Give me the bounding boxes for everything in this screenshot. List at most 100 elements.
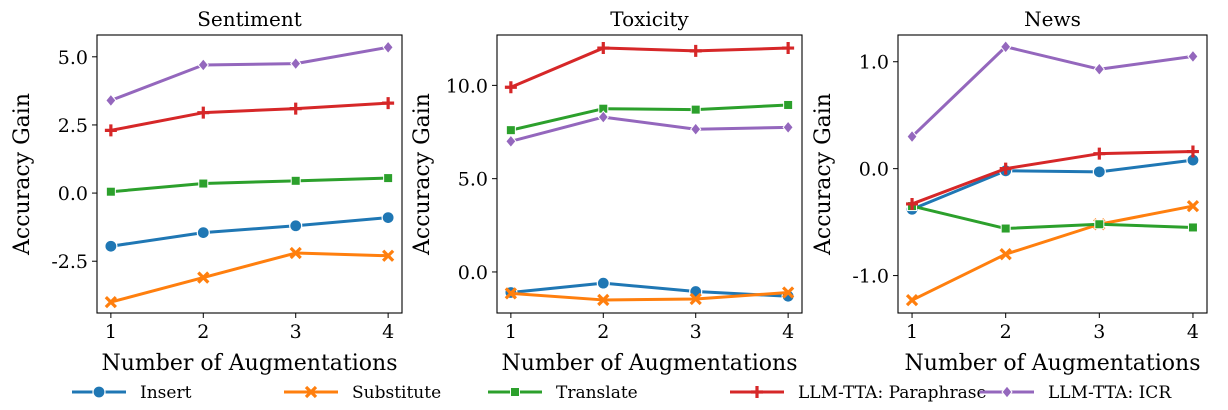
data-point: [597, 42, 610, 55]
panel-toxicity: Toxicity 1 2 3 4 0.0 5.0 10.0 Number of Augmenta…: [410, 7, 803, 376]
data-point: [105, 186, 116, 197]
y-tick-label: 0.0: [458, 262, 488, 284]
data-point: [1000, 223, 1011, 234]
x-tick-label: 4: [382, 321, 394, 343]
legend-marker: [1001, 385, 1013, 399]
data-point: [596, 276, 610, 290]
data-point: [105, 93, 117, 108]
legend-label: Substitute: [352, 383, 441, 403]
series-llm-tta-icr: [505, 110, 794, 149]
data-point: [999, 248, 1012, 261]
y-tick-label: -1.0: [852, 266, 889, 288]
series-line: [110, 176, 389, 194]
data-point: [782, 286, 795, 299]
x-tick-label: 3: [690, 321, 702, 343]
legend-label: LLM-TTA: Paraphrase: [798, 383, 987, 403]
data-point: [504, 81, 517, 94]
series-line: [110, 101, 389, 132]
series-insert: [104, 211, 395, 253]
legend-marker: [92, 385, 106, 399]
panel-news: News 1 2 3 4 -1.0 0.0 1.0 Number of Augmentation…: [811, 7, 1208, 376]
data-point: [1187, 49, 1199, 64]
x-tick-label: 4: [782, 321, 794, 343]
y-tick-label: 5.0: [58, 47, 88, 69]
series-line: [911, 204, 1194, 231]
data-point: [196, 225, 210, 240]
data-point: [289, 219, 303, 233]
y-tick-label: 2.5: [58, 115, 88, 137]
data-point: [197, 106, 210, 119]
series-line: [510, 103, 789, 132]
legend-label: LLM-TTA: ICR: [1048, 383, 1172, 403]
series-substitute: [104, 246, 395, 309]
x-tick-label: 1: [906, 321, 918, 343]
series-llm-tta-icr: [906, 39, 1199, 144]
legend-entry-translate: Translate: [488, 383, 638, 403]
x-tick-label: 2: [597, 321, 609, 343]
data-point: [689, 292, 702, 306]
data-point: [104, 124, 117, 137]
data-point: [1187, 222, 1198, 233]
series-line: [510, 115, 789, 143]
series-line: [110, 251, 389, 304]
series-translate: [105, 173, 394, 197]
data-point: [505, 125, 516, 136]
y-tick-label: 5.0: [458, 169, 488, 191]
x-axis-label: Number of Augmentations: [904, 351, 1200, 376]
x-tick-label: 3: [290, 321, 302, 343]
data-point: [690, 122, 702, 137]
y-axis-label: Accuracy Gain: [410, 93, 435, 256]
data-point: [905, 294, 919, 307]
y-axis-label: Accuracy Gain: [10, 93, 35, 256]
x-tick-label: 2: [1000, 321, 1012, 343]
data-point: [1092, 165, 1106, 179]
legend-marker: [751, 386, 763, 398]
series-line: [911, 158, 1194, 211]
data-point: [290, 175, 301, 186]
data-point: [689, 44, 702, 57]
legend-entry-substitute: Substitute: [284, 383, 441, 403]
series-translate: [907, 201, 1198, 234]
legend-entry-llm-tta-paraphrase: LLM-TTA: Paraphrase: [730, 383, 987, 403]
series-line: [510, 281, 789, 298]
data-point: [382, 40, 394, 55]
data-point: [1000, 39, 1012, 54]
panel-title: Toxicity: [610, 7, 689, 31]
series-line: [911, 45, 1194, 138]
data-point: [597, 293, 610, 307]
x-tick-label: 2: [197, 321, 209, 343]
series-insert: [905, 153, 1200, 216]
legend-marker: [304, 385, 318, 399]
y-axis-label: Accuracy Gain: [811, 93, 836, 256]
data-point: [289, 102, 302, 115]
data-point: [289, 246, 302, 260]
x-axis-label: Number of Augmentations: [101, 351, 397, 376]
series-llm-tta-paraphrase: [504, 42, 795, 94]
data-point: [1186, 199, 1200, 213]
data-point: [381, 211, 395, 225]
series-line: [911, 150, 1193, 206]
x-tick-label: 1: [105, 321, 117, 343]
data-point: [197, 271, 210, 284]
panel-title: News: [1024, 7, 1081, 31]
series-line: [510, 46, 789, 89]
plot-frame: [96, 34, 403, 314]
legend-marker: [510, 387, 520, 397]
x-tick-label: 3: [1093, 321, 1105, 343]
series-line: [510, 290, 789, 302]
y-tick-label: 1.0: [859, 52, 889, 74]
data-point: [597, 110, 609, 124]
data-point: [999, 162, 1012, 175]
data-point: [782, 42, 795, 55]
series-line: [110, 216, 389, 248]
legend: Insert Substitute Translate LLM-TTA: Paraph…: [72, 383, 1172, 403]
data-point: [1093, 62, 1105, 76]
data-point: [1094, 219, 1105, 230]
data-point: [783, 99, 794, 110]
series-translate: [505, 99, 794, 136]
data-point: [690, 104, 701, 115]
data-point: [198, 178, 209, 189]
legend-entry-insert: Insert: [72, 383, 192, 403]
x-tick-label: 1: [505, 321, 517, 343]
data-point: [504, 287, 517, 300]
